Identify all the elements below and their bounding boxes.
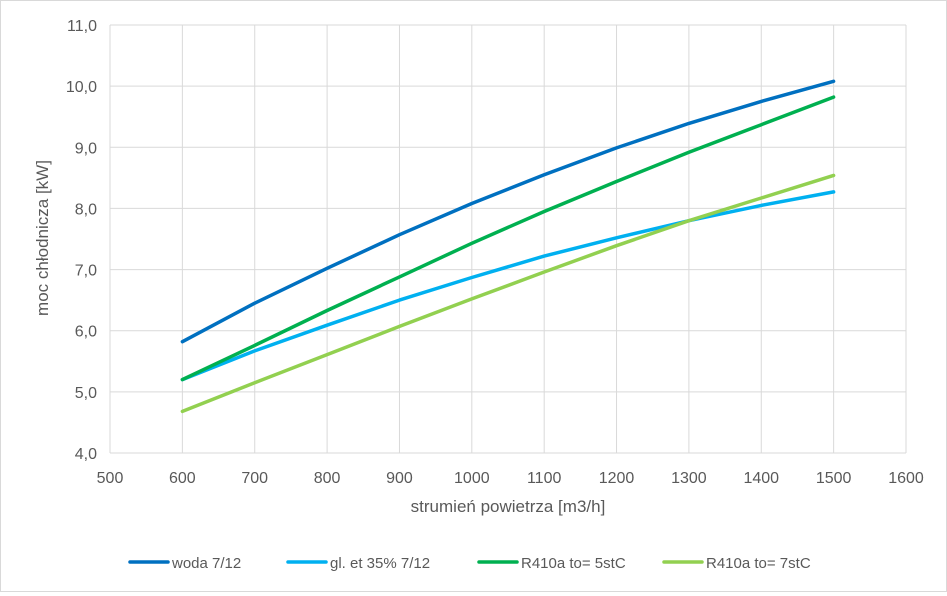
gridlines bbox=[109, 24, 907, 454]
x-tick-label: 1600 bbox=[888, 470, 924, 487]
x-tick-label: 600 bbox=[169, 470, 196, 487]
series-line bbox=[180, 173, 836, 414]
series-line bbox=[180, 79, 836, 344]
series-lines bbox=[180, 79, 836, 414]
legend: woda 7/12 gl. et 35% 7/12 R410a to= 5stC R4… bbox=[128, 555, 811, 572]
legend-label: R410a to= 5stC bbox=[521, 555, 626, 572]
x-tick-label: 900 bbox=[386, 470, 413, 487]
legend-label: woda 7/12 bbox=[171, 555, 241, 572]
legend-item: R410a to= 5stC bbox=[477, 555, 626, 572]
y-tick-label: 6,0 bbox=[75, 324, 97, 341]
x-tick-label: 1500 bbox=[816, 470, 852, 487]
series-line bbox=[180, 190, 836, 382]
x-tick-label: 1000 bbox=[454, 470, 490, 487]
y-tick-label: 4,0 bbox=[75, 446, 97, 463]
x-tick-label: 1300 bbox=[671, 470, 707, 487]
legend-label: R410a to= 7stC bbox=[706, 555, 811, 572]
legend-label: gl. et 35% 7/12 bbox=[330, 555, 430, 572]
x-tick-label: 1400 bbox=[743, 470, 779, 487]
x-tick-label: 800 bbox=[314, 470, 341, 487]
legend-item: woda 7/12 bbox=[128, 555, 241, 572]
legend-item: R410a to= 7stC bbox=[662, 555, 811, 572]
x-axis-title: strumień powietrza [m3/h] bbox=[411, 497, 606, 516]
x-tick-label: 1100 bbox=[527, 470, 562, 487]
x-tick-label: 1200 bbox=[599, 470, 635, 487]
x-tick-label: 500 bbox=[97, 470, 124, 487]
y-tick-label: 10,0 bbox=[66, 79, 97, 96]
y-tick-label: 11,0 bbox=[67, 18, 97, 35]
y-tick-label: 5,0 bbox=[75, 385, 97, 402]
y-tick-label: 7,0 bbox=[75, 263, 97, 280]
y-tick-label: 8,0 bbox=[75, 201, 97, 218]
series-line bbox=[180, 95, 836, 382]
y-axis-title: moc chłodnicza [kW] bbox=[33, 160, 52, 316]
tick-labels: 4,0 5,0 6,0 7,0 8,0 9,0 10,0 11,0 500 600 700 800 90… bbox=[66, 18, 924, 487]
legend-item: gl. et 35% 7/12 bbox=[286, 555, 430, 572]
y-tick-label: 9,0 bbox=[75, 140, 97, 157]
x-tick-label: 700 bbox=[241, 470, 268, 487]
